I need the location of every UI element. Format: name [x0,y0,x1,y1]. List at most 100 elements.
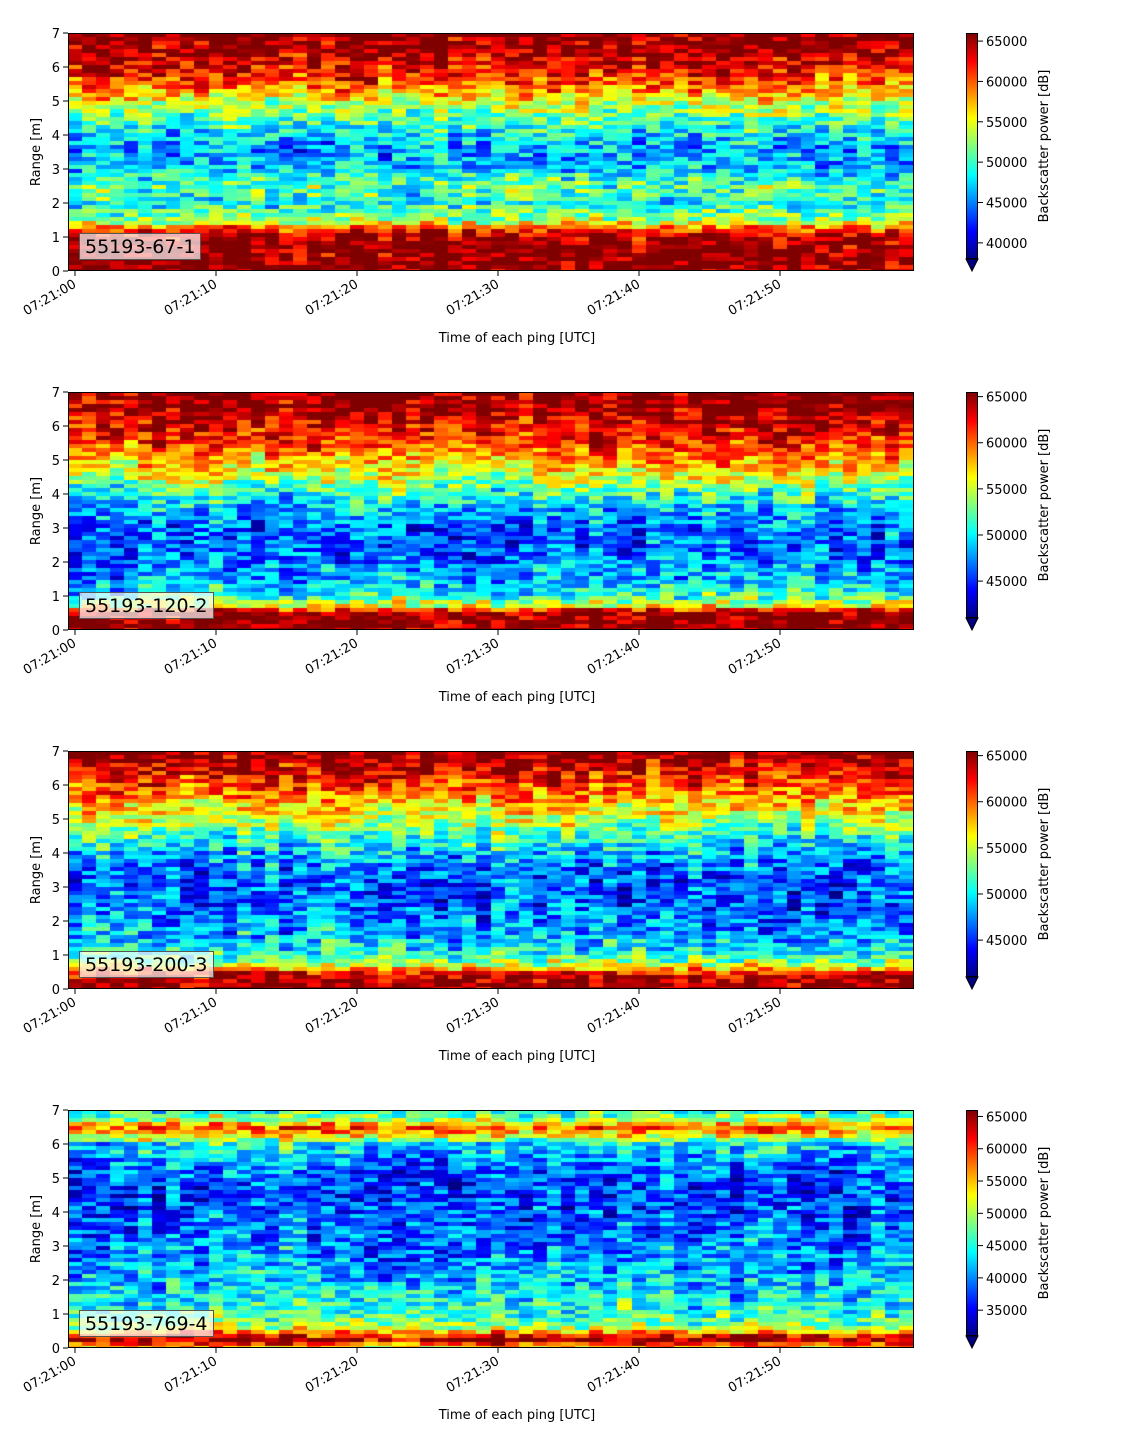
x-tick-label: 07:21:00 [21,636,79,678]
y-tick-label: 1 [52,590,60,605]
plot-area-frame [68,1110,914,1348]
x-tick-label: 07:21:40 [585,277,643,319]
colorbar-tick-label: 40000 [986,237,1027,252]
x-tick-label: 07:21:50 [726,995,784,1037]
channel-label-badge: 55193-769-4 [79,1310,214,1337]
x-tick-label: 07:21:30 [444,277,502,319]
x-tick-label: 07:21:10 [162,636,220,678]
colorbar-tick-label: 55000 [986,1175,1027,1190]
colorbar-label: Backscatter power [dB] [1037,70,1052,223]
colorbar-tick-label: 45000 [986,197,1027,212]
y-tick-label: 3 [52,163,60,178]
y-tick-label: 4 [52,488,60,503]
plot-area-frame [68,392,914,630]
colorbar-tick-label: 60000 [986,437,1027,452]
y-axis-label: Range [m] [29,1195,44,1263]
colorbar-label: Backscatter power [dB] [1037,1147,1052,1300]
axes-overlay: 0 1 2 3 4 5 6 7 07:21:00 07:21:10 07:21:20 07:21:30… [21,1104,1052,1423]
x-tick-label: 07:21:10 [162,995,220,1037]
y-tick-label: 0 [52,624,60,639]
y-tick-label: 2 [52,197,60,212]
echogram-heatmap [68,33,914,271]
y-tick-label: 6 [52,61,60,76]
y-tick-label: 7 [52,386,60,401]
y-tick-label: 0 [52,1342,60,1357]
x-axis-label: Time of each ping [UTC] [438,690,596,705]
y-axis-label: Range [m] [29,477,44,545]
y-tick-label: 5 [52,454,60,469]
plot-area-frame [68,33,914,271]
y-tick-label: 0 [52,265,60,280]
y-tick-label: 7 [52,745,60,760]
y-tick-label: 1 [52,231,60,246]
colorbar-tick-label: 65000 [986,750,1027,765]
colorbar-tick-label: 55000 [986,483,1027,498]
echogram-panel-4: 0 1 2 3 4 5 6 7 07:21:00 07:21:10 07:21:20 07:21:30… [0,1077,1140,1436]
colorbar-tick-label: 60000 [986,796,1027,811]
x-tick-label: 07:21:50 [726,1354,784,1396]
colorbar-tick-label: 50000 [986,529,1027,544]
x-axis-label: Time of each ping [UTC] [438,331,596,346]
channel-label-badge: 55193-120-2 [79,592,214,619]
echogram-panel-1: 0 1 2 3 4 5 6 7 07:21:00 07:21:10 07:21:20 07:21:30… [0,0,1140,359]
colorbar-extend-min [965,976,979,991]
x-tick-label: 07:21:30 [444,1354,502,1396]
colorbar-tick-label: 50000 [986,1207,1027,1222]
x-tick-label: 07:21:30 [444,636,502,678]
colorbar-gradient [966,1110,978,1336]
colorbar-extend-min [965,258,979,273]
colorbar-tick-label: 45000 [986,934,1027,949]
y-tick-label: 1 [52,949,60,964]
colorbar-tick-label: 45000 [986,575,1027,590]
y-tick-label: 2 [52,1274,60,1289]
echogram-panel-2: 0 1 2 3 4 5 6 7 07:21:00 07:21:10 07:21:20 07:21:30… [0,359,1140,718]
y-tick-label: 4 [52,847,60,862]
x-tick-label: 07:21:40 [585,636,643,678]
y-tick-label: 5 [52,1172,60,1187]
y-tick-label: 6 [52,779,60,794]
x-tick-label: 07:21:20 [303,636,361,678]
x-tick-label: 07:21:10 [162,1354,220,1396]
y-axis-label: Range [m] [29,118,44,186]
colorbar-gradient [966,33,978,259]
echogram-panel-3: 0 1 2 3 4 5 6 7 07:21:00 07:21:10 07:21:20 07:21:30… [0,718,1140,1077]
x-tick-label: 07:21:50 [726,636,784,678]
y-tick-label: 3 [52,881,60,896]
colorbar-label: Backscatter power [dB] [1037,788,1052,941]
x-tick-label: 07:21:20 [303,277,361,319]
colorbar-tick-label: 60000 [986,1143,1027,1158]
y-tick-label: 4 [52,1206,60,1221]
x-axis-label: Time of each ping [UTC] [438,1408,596,1423]
x-tick-label: 07:21:00 [21,995,79,1037]
colorbar-tick-label: 50000 [986,888,1027,903]
channel-label-badge: 55193-67-1 [79,233,202,260]
echogram-heatmap [68,1110,914,1348]
colorbar-tick-label: 65000 [986,391,1027,406]
y-tick-label: 7 [52,27,60,42]
echogram-heatmap [68,392,914,630]
colorbar-tick-label: 45000 [986,1240,1027,1255]
colorbar-label: Backscatter power [dB] [1037,429,1052,582]
y-tick-label: 5 [52,95,60,110]
axes-overlay: 0 1 2 3 4 5 6 7 07:21:00 07:21:10 07:21:20 07:21:30… [21,745,1052,1064]
colorbar-tick-label: 60000 [986,75,1027,90]
y-tick-label: 2 [52,915,60,930]
x-axis-label: Time of each ping [UTC] [438,1049,596,1064]
colorbar-extend-min [965,617,979,632]
x-tick-label: 07:21:00 [21,1354,79,1396]
y-tick-label: 4 [52,129,60,144]
colorbar-tick-label: 35000 [986,1304,1027,1319]
x-tick-label: 07:21:50 [726,277,784,319]
echogram-heatmap [68,751,914,989]
y-tick-label: 7 [52,1104,60,1119]
colorbar-tick-label: 55000 [986,842,1027,857]
colorbar-tick-label: 65000 [986,35,1027,50]
y-tick-label: 3 [52,1240,60,1255]
plot-area-frame [68,751,914,989]
x-tick-label: 07:21:20 [303,995,361,1037]
axes-overlay: 0 1 2 3 4 5 6 7 07:21:00 07:21:10 07:21:20 07:21:30… [21,27,1052,346]
channel-label-badge: 55193-200-3 [79,951,214,978]
colorbar-gradient [966,392,978,618]
y-tick-label: 6 [52,1138,60,1153]
x-tick-label: 07:21:40 [585,995,643,1037]
